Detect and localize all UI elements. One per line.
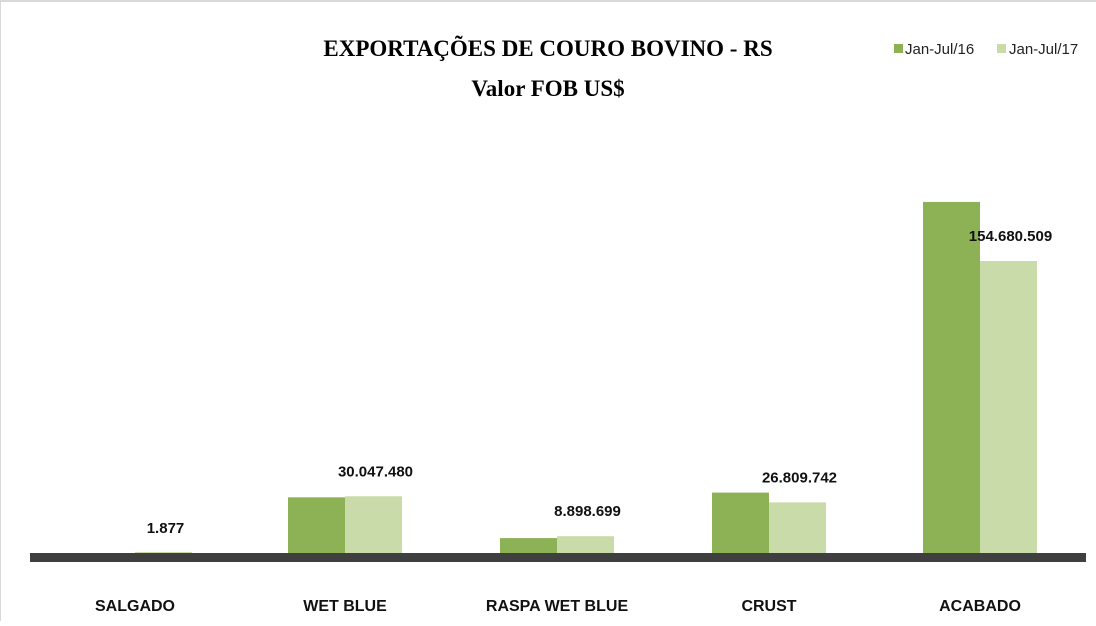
bar-raspa-wet-blue-jan-jul-16	[500, 538, 557, 553]
legend-swatch-jan-jul-17	[997, 44, 1006, 53]
value-labels-group: 1.877 30.047.480 8.898.699 26.809.742 154.68…	[147, 228, 1052, 537]
left-border	[0, 0, 1, 621]
x-axis-baseline	[30, 553, 1086, 562]
bar-crust-jan-jul-17	[769, 502, 826, 553]
legend-label-jan-jul-16: Jan-Jul/16	[905, 41, 974, 58]
chart-title: EXPORTAÇÕES DE COURO BOVINO - RS	[323, 36, 772, 61]
category-label-crust: CRUST	[741, 598, 796, 615]
category-label-salgado: SALGADO	[95, 598, 175, 615]
legend-swatch-jan-jul-16	[894, 44, 903, 53]
bar-acabado-jan-jul-16	[923, 201, 980, 554]
bar-wet-blue-jan-jul-17	[345, 496, 402, 553]
legend: Jan-Jul/16 Jan-Jul/17	[894, 41, 1078, 58]
bars-group	[135, 201, 1037, 554]
value-label-crust: 26.809.742	[762, 469, 837, 486]
value-label-acabado: 154.680.509	[969, 228, 1052, 245]
category-label-acabado: ACABADO	[939, 598, 1021, 615]
bar-raspa-wet-blue-jan-jul-17	[557, 536, 614, 553]
chart-subtitle: Valor FOB US$	[471, 76, 624, 101]
bar-wet-blue-jan-jul-16	[288, 497, 345, 553]
value-label-wet-blue: 30.047.480	[338, 463, 413, 480]
category-labels-group: SALGADO WET BLUE RASPA WET BLUE CRUST ACABAD…	[95, 598, 1021, 615]
legend-label-jan-jul-17: Jan-Jul/17	[1009, 41, 1078, 58]
bar-acabado-jan-jul-17	[980, 261, 1037, 553]
category-label-raspa-wet-blue: RASPA WET BLUE	[486, 598, 629, 615]
value-label-raspa-wet-blue: 8.898.699	[554, 503, 621, 520]
bar-salgado-jan-jul-17	[135, 552, 192, 553]
top-border	[0, 0, 1096, 2]
category-label-wet-blue: WET BLUE	[303, 598, 387, 615]
bar-crust-jan-jul-16	[712, 492, 769, 553]
value-label-salgado: 1.877	[147, 520, 185, 537]
